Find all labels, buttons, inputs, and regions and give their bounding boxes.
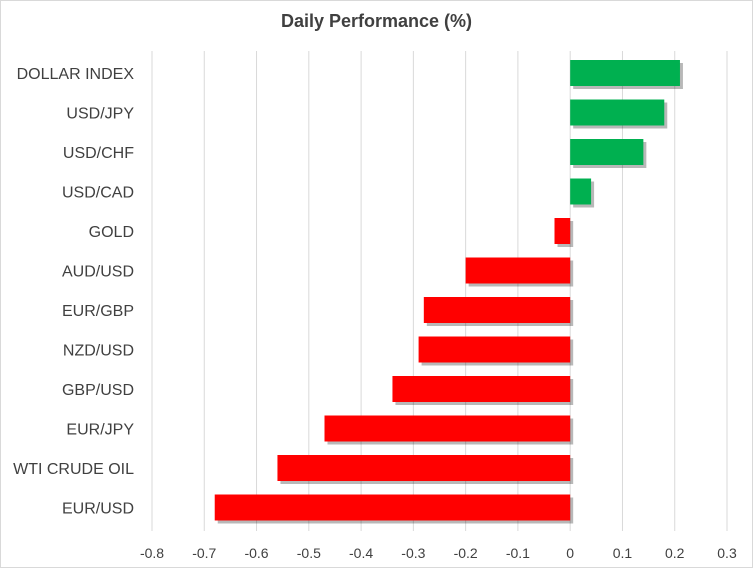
x-tick-label: 0.3 (717, 545, 737, 561)
x-tick-label: -0.5 (297, 545, 321, 561)
category-label: NZD/USD (63, 343, 134, 360)
category-label: GOLD (89, 224, 134, 241)
bar (277, 455, 571, 481)
category-label: USD/CAD (62, 185, 134, 202)
bar (214, 494, 571, 521)
bar (570, 139, 644, 165)
x-tick-label: -0.1 (506, 545, 530, 561)
bar (392, 376, 571, 402)
category-label: EUR/JPY (66, 422, 134, 439)
x-tick-label: 0 (566, 545, 574, 561)
category-label: EUR/GBP (62, 303, 134, 320)
category-label: DOLLAR INDEX (17, 66, 135, 83)
chart-title: Daily Performance (%) (280, 11, 473, 31)
category-label: WTI CRUDE OIL (13, 461, 134, 478)
x-tick-label: -0.6 (244, 545, 268, 561)
x-tick-label: -0.7 (192, 545, 216, 561)
x-tick-label: 0.2 (665, 545, 685, 561)
bar (465, 257, 571, 284)
bar (324, 415, 571, 442)
bar (570, 60, 680, 86)
category-label: AUD/USD (62, 264, 134, 281)
x-tick-label: -0.4 (349, 545, 373, 561)
bar (418, 336, 571, 363)
x-tick-label: -0.2 (454, 545, 478, 561)
x-tick-label: 0.1 (613, 545, 633, 561)
x-tick-label: -0.3 (401, 545, 425, 561)
category-label: EUR/USD (62, 501, 134, 518)
bar (570, 99, 665, 126)
bar (570, 178, 592, 205)
bar (554, 218, 571, 244)
category-label: USD/CHF (63, 145, 134, 162)
category-label: USD/JPY (66, 106, 134, 123)
bar (423, 297, 571, 323)
category-label: GBP/USD (62, 382, 134, 399)
x-tick-label: -0.8 (140, 545, 164, 561)
